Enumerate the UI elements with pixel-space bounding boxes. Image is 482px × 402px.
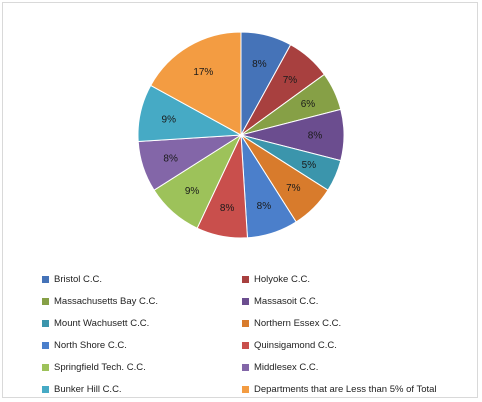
slice-data-label-0: 8%: [252, 59, 267, 70]
legend: Bristol C.C. Holyoke C.C. Massachusetts Ba…: [42, 268, 462, 400]
slice-data-label-6: 8%: [257, 201, 272, 212]
legend-swatch-3: [242, 297, 249, 305]
legend-item-0: Bristol C.C.: [42, 268, 242, 290]
slice-data-label-4: 5%: [302, 160, 317, 171]
legend-swatch-7: [242, 341, 249, 349]
legend-label-10: Bunker Hill C.C.: [54, 383, 122, 395]
legend-swatch-8: [42, 363, 49, 371]
legend-label-3: Massasoit C.C.: [254, 295, 319, 307]
legend-label-4: Mount Wachusett C.C.: [54, 317, 150, 329]
legend-item-7: Quinsigamond C.C.: [242, 334, 442, 356]
legend-swatch-5: [242, 319, 249, 327]
legend-swatch-4: [42, 319, 49, 327]
legend-label-11: Departments that are Less than 5% of Tot…: [254, 383, 437, 395]
legend-label-7: Quinsigamond C.C.: [254, 339, 337, 351]
slice-data-label-3: 8%: [308, 131, 323, 142]
legend-label-2: Massachusetts Bay C.C.: [54, 295, 159, 307]
legend-swatch-2: [42, 297, 49, 305]
slice-data-label-9: 8%: [163, 153, 178, 164]
legend-item-6: North Shore C.C.: [42, 334, 242, 356]
slice-data-label-8: 9%: [185, 186, 200, 197]
legend-item-2: Massachusetts Bay C.C.: [42, 290, 242, 312]
legend-label-0: Bristol C.C.: [54, 273, 103, 285]
legend-item-8: Springfield Tech. C.C.: [42, 356, 242, 378]
legend-label-1: Holyoke C.C.: [254, 273, 310, 285]
legend-swatch-11: [242, 385, 249, 393]
legend-label-6: North Shore C.C.: [54, 339, 127, 351]
chart-frame: [2, 2, 478, 398]
slice-data-label-11: 17%: [193, 67, 213, 78]
legend-label-9: Middlesex C.C.: [254, 361, 319, 373]
legend-item-4: Mount Wachusett C.C.: [42, 312, 242, 334]
legend-item-3: Massasoit C.C.: [242, 290, 442, 312]
slice-data-label-7: 8%: [220, 203, 235, 214]
slice-data-label-2: 6%: [301, 99, 316, 110]
slice-data-label-1: 7%: [283, 75, 298, 86]
legend-item-10: Bunker Hill C.C.: [42, 378, 242, 400]
pie-chart: 8% 7% 6% 8% 5% 7% 8% 8% 9% 8% 9% 17%: [137, 31, 345, 239]
legend-swatch-1: [242, 275, 249, 283]
legend-label-5: Northern Essex C.C.: [254, 317, 342, 329]
pie-slice-11: [150, 31, 242, 136]
legend-item-1: Holyoke C.C.: [242, 268, 442, 290]
legend-swatch-0: [42, 275, 49, 283]
legend-item-11: Departments that are Less than 5% of Tot…: [242, 378, 442, 400]
legend-item-9: Middlesex C.C.: [242, 356, 442, 378]
legend-label-8: Springfield Tech. C.C.: [54, 361, 146, 373]
legend-swatch-9: [242, 363, 249, 371]
legend-swatch-6: [42, 341, 49, 349]
slice-data-label-10: 9%: [162, 114, 177, 125]
legend-swatch-10: [42, 385, 49, 393]
legend-item-5: Northern Essex C.C.: [242, 312, 442, 334]
slice-data-label-5: 7%: [286, 183, 301, 194]
